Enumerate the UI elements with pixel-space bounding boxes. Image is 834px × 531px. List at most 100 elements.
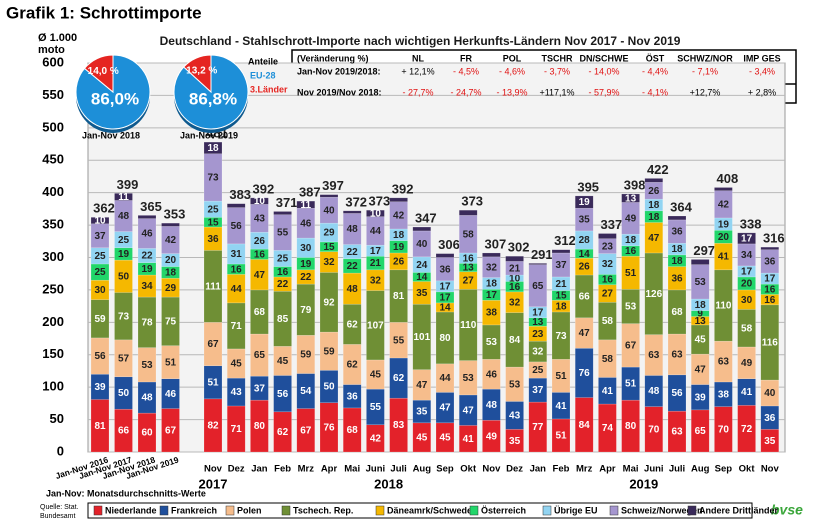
data-label: 62 xyxy=(393,373,405,384)
data-label: 42 xyxy=(165,235,177,246)
total-label: 302 xyxy=(508,240,530,255)
data-label: 75 xyxy=(165,317,177,328)
data-label: 56 xyxy=(231,221,243,232)
data-label: 55 xyxy=(393,335,405,346)
bar-segment xyxy=(226,203,246,208)
total-label: 347 xyxy=(415,210,437,225)
data-label: 9 xyxy=(697,309,703,320)
data-label: 17 xyxy=(532,307,544,318)
year-label: 2019 xyxy=(629,476,658,491)
total-label: 353 xyxy=(164,207,186,222)
data-label: 30 xyxy=(94,285,106,296)
total-label: 312 xyxy=(554,233,576,248)
data-label: 53 xyxy=(463,373,475,384)
table-header: (Veränderung %) xyxy=(297,53,369,63)
source: Bundesamt xyxy=(40,513,75,520)
bar-segment xyxy=(667,215,687,221)
data-label: 16 xyxy=(231,264,243,275)
bar-segment xyxy=(389,197,408,202)
pie-slice xyxy=(83,54,114,94)
data-label: 46 xyxy=(141,229,153,240)
data-label: 25 xyxy=(207,204,219,215)
legend-swatch xyxy=(375,505,385,516)
data-label: 17 xyxy=(439,293,451,304)
source: Quelle: Stat. xyxy=(40,504,79,511)
data-label: 32 xyxy=(486,262,498,273)
data-label: 80 xyxy=(439,333,451,344)
total-label: 316 xyxy=(763,231,785,246)
data-label: 26 xyxy=(254,236,266,247)
data-label: 92 xyxy=(323,297,335,308)
data-label: 43 xyxy=(509,411,521,422)
data-label: 46 xyxy=(300,218,312,229)
total-label: 387 xyxy=(299,185,321,200)
data-label: 65 xyxy=(532,281,544,292)
total-label: 297 xyxy=(693,243,715,258)
bar-segment xyxy=(342,210,362,214)
data-label: 36 xyxy=(671,273,683,284)
data-label: 63 xyxy=(718,357,730,368)
data-label: 56 xyxy=(277,389,289,400)
data-label: 36 xyxy=(764,257,776,268)
table-header: SCHWZ/NOR xyxy=(677,53,733,63)
data-label: 19 xyxy=(579,197,591,208)
x-tick-label: Sep xyxy=(715,464,733,475)
data-label: 14 xyxy=(579,249,591,260)
table-cell: + 12,1% xyxy=(401,66,434,76)
x-tick-label: Apr xyxy=(321,464,338,475)
data-label: 22 xyxy=(300,272,312,283)
x-tick-label: Mrz xyxy=(576,464,593,475)
data-label: 18 xyxy=(207,143,219,154)
data-label: 23 xyxy=(602,241,614,252)
data-label: 17 xyxy=(486,290,498,301)
data-label: 10 xyxy=(509,273,521,284)
data-label: 26 xyxy=(579,262,591,273)
data-label: 47 xyxy=(695,364,707,375)
bar-segment xyxy=(342,344,362,385)
x-tick-label: Mrz xyxy=(298,464,315,475)
legend-label: Tschech. Rep. xyxy=(293,505,353,515)
data-label: 53 xyxy=(695,277,707,288)
data-label: 36 xyxy=(764,413,776,424)
table-header: POL xyxy=(503,53,522,63)
table-cell: Nov 2019/Nov 2018: xyxy=(297,87,382,97)
data-label: 11 xyxy=(301,200,312,211)
x-tick-label: Mai xyxy=(344,464,360,475)
data-label: 18 xyxy=(555,301,567,312)
data-label: 23 xyxy=(532,329,544,340)
pie-label: 86,0% xyxy=(91,89,139,108)
data-label: 19 xyxy=(393,242,405,253)
data-label: 38 xyxy=(718,389,730,400)
data-label: 29 xyxy=(323,228,335,239)
table-cell: +117,1% xyxy=(539,87,574,97)
data-label: 72 xyxy=(741,424,753,435)
data-label: 63 xyxy=(671,350,683,361)
data-label: 53 xyxy=(509,379,521,390)
brand: bvse xyxy=(771,502,803,518)
data-label: 25 xyxy=(94,251,106,262)
data-label: 73 xyxy=(118,311,130,322)
data-label: 68 xyxy=(347,425,359,436)
total-label: 373 xyxy=(461,194,483,209)
data-label: 19 xyxy=(300,259,312,270)
data-label: 73 xyxy=(207,173,219,184)
table-cell: - 7,1% xyxy=(692,66,718,76)
data-label: 58 xyxy=(463,229,475,240)
pie-title: Jan-Nov 2018 xyxy=(82,130,140,140)
pie-title: Jan-Nov 2019 xyxy=(180,130,238,140)
legend-box xyxy=(87,502,753,519)
data-label: 48 xyxy=(486,400,498,411)
x-tick-label: Nov xyxy=(761,464,780,475)
bar-segment xyxy=(203,322,223,367)
note: Jan-Nov: Monatsdurchschnitts-Werte xyxy=(46,488,206,498)
legend-label: Andere Drittländer xyxy=(699,505,779,515)
data-label: 78 xyxy=(141,317,153,328)
data-label: 36 xyxy=(439,264,451,275)
data-label: 58 xyxy=(602,354,614,365)
y-tick-label: 550 xyxy=(42,87,64,102)
bar-segment xyxy=(505,255,524,262)
x-tick-label: Feb xyxy=(274,464,291,475)
data-label: 55 xyxy=(370,402,382,413)
data-label: 66 xyxy=(118,426,130,437)
data-label: 67 xyxy=(300,425,312,436)
